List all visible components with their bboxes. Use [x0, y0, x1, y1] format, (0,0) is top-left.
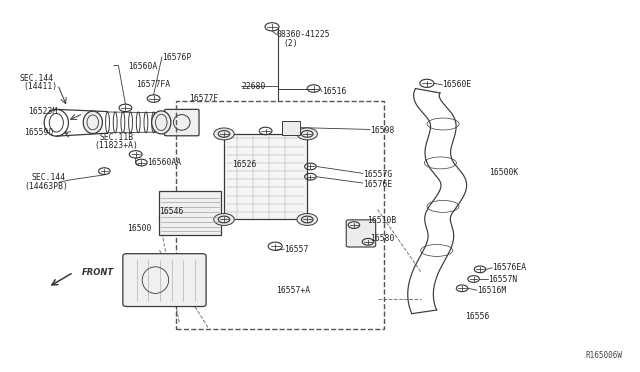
- Bar: [282, 121, 300, 135]
- Text: (2): (2): [284, 39, 298, 48]
- Text: 16500K: 16500K: [489, 168, 518, 177]
- Text: 16576P: 16576P: [162, 53, 191, 62]
- Text: 16560AA: 16560AA: [147, 158, 181, 167]
- Text: (14411): (14411): [24, 82, 58, 91]
- Text: 22680: 22680: [241, 82, 266, 91]
- FancyBboxPatch shape: [123, 254, 206, 307]
- Text: 16557G: 16557G: [363, 170, 392, 179]
- Text: 16598: 16598: [370, 126, 394, 135]
- Text: 16500: 16500: [127, 224, 151, 233]
- Text: 16516M: 16516M: [477, 286, 506, 295]
- Bar: [159, 191, 221, 235]
- FancyBboxPatch shape: [346, 220, 376, 247]
- FancyBboxPatch shape: [164, 109, 199, 136]
- Text: 16557+A: 16557+A: [276, 286, 310, 295]
- Ellipse shape: [83, 111, 102, 134]
- Text: FRONT: FRONT: [82, 268, 114, 277]
- Circle shape: [214, 128, 234, 140]
- Text: 16523M: 16523M: [28, 107, 58, 116]
- Text: R165006W: R165006W: [585, 351, 622, 360]
- Text: 16546: 16546: [159, 207, 183, 216]
- Text: 16576EA: 16576EA: [492, 263, 526, 272]
- Text: SEC.144: SEC.144: [19, 74, 53, 83]
- Text: 16556: 16556: [465, 312, 490, 321]
- Text: 16577FA: 16577FA: [136, 80, 170, 89]
- Text: 08360-41225: 08360-41225: [276, 30, 330, 39]
- Circle shape: [297, 128, 317, 140]
- Text: 16560E: 16560E: [442, 80, 472, 89]
- Text: 16576E: 16576E: [363, 180, 392, 189]
- Text: 16560A: 16560A: [128, 62, 157, 71]
- Circle shape: [214, 214, 234, 225]
- Text: (14463PB): (14463PB): [24, 182, 68, 190]
- Bar: [224, 134, 307, 219]
- Text: 16526: 16526: [232, 160, 256, 169]
- Bar: [176, 101, 384, 329]
- Text: SEC.144: SEC.144: [32, 173, 66, 182]
- Text: 16580: 16580: [370, 234, 394, 243]
- Text: 16559Q: 16559Q: [24, 128, 53, 137]
- Text: 16516: 16516: [322, 87, 346, 96]
- Text: 16510B: 16510B: [367, 216, 396, 225]
- Text: 16577F: 16577F: [189, 94, 218, 103]
- Text: (11823+A): (11823+A): [95, 141, 139, 150]
- Text: 16557N: 16557N: [488, 275, 517, 283]
- Text: 16557: 16557: [284, 245, 308, 254]
- Circle shape: [297, 214, 317, 225]
- Text: SEC.11B: SEC.11B: [99, 133, 133, 142]
- Ellipse shape: [152, 111, 171, 134]
